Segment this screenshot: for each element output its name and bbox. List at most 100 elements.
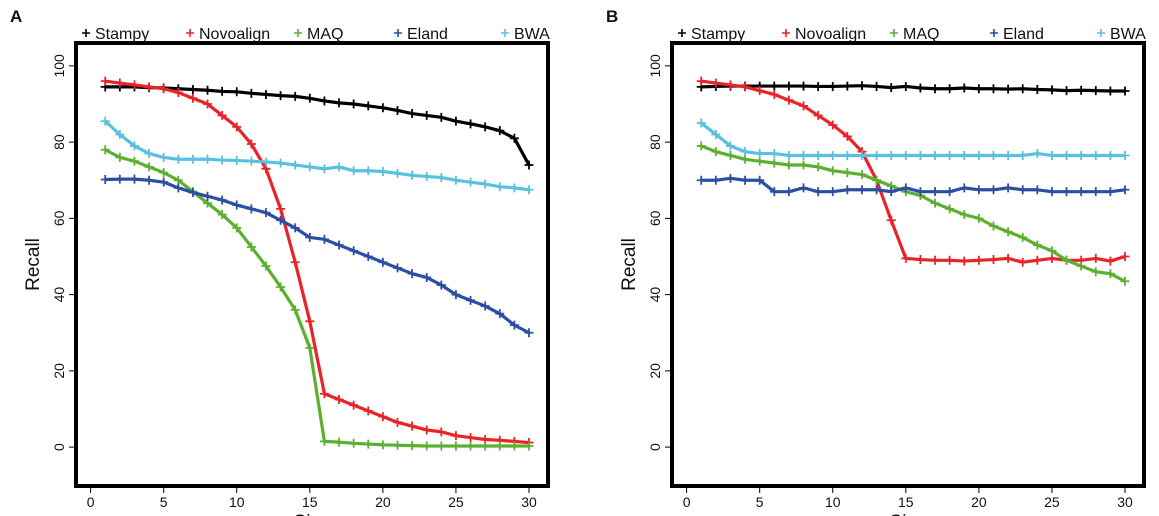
panel-label: A	[10, 7, 22, 26]
point-marker	[509, 183, 519, 193]
point-marker	[915, 255, 925, 265]
y-tick-label: 80	[647, 134, 663, 150]
point-marker	[129, 156, 139, 166]
panel-label: B	[606, 7, 618, 26]
point-marker	[349, 400, 359, 410]
point-marker	[363, 406, 373, 416]
point-marker	[857, 81, 867, 91]
point-marker	[319, 234, 329, 244]
point-marker	[974, 185, 984, 195]
point-marker	[1003, 253, 1013, 263]
point-marker	[725, 150, 735, 160]
point-marker	[363, 166, 373, 176]
legend-label: BWA	[514, 26, 550, 43]
series-line	[701, 79, 1126, 264]
point-marker	[1120, 251, 1130, 261]
point-marker	[842, 131, 852, 141]
y-tick-label: 40	[51, 287, 67, 303]
point-marker	[842, 168, 852, 178]
point-marker	[451, 290, 461, 300]
point-marker	[232, 200, 242, 210]
point-marker	[1062, 86, 1072, 96]
point-marker	[988, 185, 998, 195]
x-axis-title: Size	[890, 512, 927, 516]
point-marker	[725, 173, 735, 183]
point-marker	[915, 150, 925, 160]
point-marker	[159, 152, 169, 162]
legend-marker	[394, 29, 402, 37]
point-marker	[1062, 187, 1072, 197]
series-line	[701, 176, 1126, 194]
x-tick-label: 15	[898, 494, 914, 510]
point-marker	[349, 99, 359, 109]
point-marker	[901, 183, 911, 193]
point-marker	[1076, 85, 1086, 95]
point-marker	[188, 154, 198, 164]
point-marker	[1047, 187, 1057, 197]
point-marker	[1091, 253, 1101, 263]
point-marker	[509, 441, 519, 451]
point-marker	[422, 171, 432, 181]
x-tick-label: 5	[756, 494, 764, 510]
point-marker	[1003, 227, 1013, 237]
point-marker	[349, 166, 359, 176]
point-marker	[115, 174, 125, 184]
point-marker	[1105, 256, 1115, 266]
point-marker	[945, 84, 955, 94]
point-marker	[480, 179, 490, 189]
point-marker	[451, 441, 461, 451]
point-marker	[363, 251, 373, 261]
legend-label: MAQ	[903, 26, 939, 43]
point-marker	[1091, 150, 1101, 160]
point-marker	[1047, 150, 1057, 160]
point-marker	[334, 98, 344, 108]
point-marker	[842, 81, 852, 91]
y-tick-label: 60	[51, 210, 67, 226]
point-marker	[436, 173, 446, 183]
series-line	[105, 85, 531, 166]
point-marker	[276, 204, 286, 214]
point-marker	[872, 150, 882, 160]
legend-marker	[1097, 29, 1105, 37]
point-marker	[392, 168, 402, 178]
point-marker	[857, 185, 867, 195]
legend-label: Eland	[1003, 26, 1044, 43]
point-marker	[524, 328, 534, 338]
point-marker	[930, 187, 940, 197]
point-marker	[159, 168, 169, 178]
point-marker	[1120, 86, 1130, 96]
point-marker	[378, 257, 388, 267]
point-marker	[115, 78, 125, 88]
point-marker	[217, 110, 227, 120]
point-marker	[334, 394, 344, 404]
point-marker	[857, 170, 867, 180]
point-marker	[930, 255, 940, 265]
point-marker	[392, 417, 402, 427]
point-marker	[436, 427, 446, 437]
x-tick-label: 20	[971, 494, 987, 510]
point-marker	[959, 83, 969, 93]
legend-label: Novoalign	[795, 26, 866, 43]
point-marker	[334, 437, 344, 447]
point-marker	[159, 84, 169, 94]
point-marker	[246, 156, 256, 166]
point-marker	[232, 87, 242, 97]
point-marker	[203, 99, 213, 109]
point-marker	[988, 255, 998, 265]
legend-label: Stampy	[95, 26, 149, 43]
point-marker	[945, 150, 955, 160]
point-marker	[1120, 150, 1130, 160]
point-marker	[755, 86, 765, 96]
point-marker	[828, 150, 838, 160]
point-marker	[1003, 183, 1013, 193]
point-marker	[959, 183, 969, 193]
point-marker	[872, 81, 882, 91]
plot-frame	[74, 41, 550, 488]
point-marker	[203, 85, 213, 95]
point-marker	[901, 150, 911, 160]
point-marker	[305, 162, 315, 172]
point-marker	[115, 152, 125, 162]
point-marker	[696, 141, 706, 151]
point-marker	[842, 150, 852, 160]
point-marker	[100, 174, 110, 184]
